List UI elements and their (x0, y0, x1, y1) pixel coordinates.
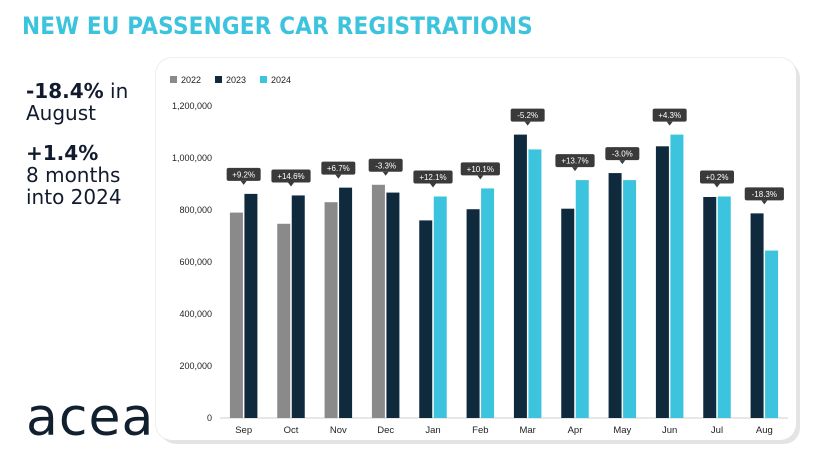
change-label-pointer (288, 182, 294, 187)
bar-2024-Feb (481, 188, 495, 418)
stat-august-label: August (26, 101, 96, 125)
y-tick-label: 800,000 (179, 205, 212, 215)
x-tick-label: Aug (756, 425, 773, 436)
change-label-bg (368, 158, 403, 172)
chart-card: 0 200,000 400,000 600,000 800,000 1,000,000 1,… (156, 58, 796, 440)
change-label-pointer (761, 200, 768, 205)
x-tick-label: May (613, 425, 631, 436)
bar-2023-Dec (386, 192, 400, 418)
change-label-pointer (335, 174, 342, 179)
page-headline: NEW EU PASSENGER CAR REGISTRATIONS (22, 12, 533, 40)
bar-2024-Mar (528, 149, 542, 419)
bar-2023-Apr (561, 208, 575, 418)
x-tick-label: Dec (377, 425, 394, 436)
x-tick-label: Apr (568, 425, 583, 436)
change-label-pointer (382, 171, 389, 176)
x-tick-label: Feb (472, 425, 488, 436)
bar-2024-Apr (575, 180, 589, 418)
bar-2024-Aug (765, 250, 779, 418)
bar-2024-Jan (433, 196, 447, 418)
y-tick-label: 0 (207, 413, 212, 423)
legend-swatch-2022 (170, 76, 177, 83)
x-tick-label: Nov (330, 425, 347, 436)
y-tick-label: 600,000 (179, 257, 212, 267)
change-label: +13.7% (561, 157, 588, 166)
change-label-pointer (619, 160, 626, 165)
change-label-bg (413, 170, 453, 184)
bar-2024-Jun (670, 134, 684, 418)
bar-2023-Aug (750, 213, 764, 418)
bar-2023-May (608, 173, 622, 418)
change-label-bg (652, 108, 687, 122)
change-label-pointer (240, 180, 247, 185)
legend-label-2023: 2023 (226, 75, 246, 85)
x-tick-label: Jul (711, 425, 723, 436)
bar-2024-Jul (717, 196, 731, 418)
change-label: -5.2% (517, 111, 538, 120)
change-label-bg (460, 162, 500, 176)
change-label-bg (744, 187, 784, 201)
stat-ytd-label-line1: 8 months (26, 163, 121, 187)
change-label: +10.1% (467, 165, 494, 174)
change-label: -3.3% (375, 161, 396, 170)
change-label: +9.2% (232, 170, 255, 179)
bar-2023-Sep (244, 193, 258, 418)
change-label: +0.2% (706, 173, 729, 182)
bar-2023-Jun (655, 146, 669, 419)
bar-2022-Oct (277, 223, 291, 418)
stat-ytd: +1.4% 8 months into 2024 (26, 142, 176, 208)
x-tick-label: Oct (284, 425, 299, 436)
y-tick-label: 200,000 (179, 361, 212, 371)
x-tick-label: Sep (235, 425, 252, 436)
bar-2022-Dec (371, 184, 385, 418)
y-tick-label: 1,000,000 (172, 153, 212, 163)
bar-2023-Mar (513, 134, 527, 418)
change-label: +12.1% (419, 173, 446, 182)
bar-2023-Feb (466, 209, 480, 418)
bar-2023-Jan (419, 220, 433, 418)
change-label-bg (510, 108, 545, 122)
change-label-pointer (666, 121, 673, 126)
bar-2022-Sep (229, 212, 243, 418)
bar-2023-Nov (339, 187, 353, 418)
change-label-pointer (477, 175, 484, 180)
stat-august-suffix: in (103, 79, 129, 103)
change-label-bg (605, 147, 640, 161)
change-label-pointer (524, 121, 531, 126)
change-label-bg (555, 154, 595, 168)
change-label: +14.6% (277, 172, 304, 181)
key-stats: -18.4% in August +1.4% 8 months into 202… (26, 80, 176, 226)
change-label-pointer (714, 183, 720, 188)
y-tick-label: 1,200,000 (172, 101, 212, 111)
x-tick-label: Jun (662, 425, 677, 436)
stat-august: -18.4% in August (26, 80, 176, 124)
change-label: -18.3% (752, 190, 777, 199)
legend-swatch-2023 (215, 76, 222, 83)
change-label-bg (271, 169, 311, 183)
legend-swatch-2024 (260, 76, 267, 83)
stat-ytd-value: +1.4% (26, 141, 99, 165)
legend-label-2022: 2022 (181, 75, 201, 85)
change-label-bg (700, 170, 734, 184)
change-label: +4.3% (658, 111, 681, 120)
stat-august-value: -18.4% (26, 79, 104, 103)
change-label: -3.0% (612, 150, 633, 159)
change-label-bg (226, 167, 261, 181)
bar-2024-May (623, 180, 637, 418)
change-label-pointer (572, 167, 578, 172)
registrations-chart: 0 200,000 400,000 600,000 800,000 1,000,000 1,… (170, 75, 788, 436)
legend-label-2024: 2024 (271, 75, 291, 85)
bar-2023-Jul (703, 197, 717, 418)
bar-2023-Oct (291, 195, 305, 418)
stat-ytd-label-line2: into 2024 (26, 185, 122, 209)
x-tick-label: Mar (519, 425, 535, 436)
change-label-bg (321, 161, 356, 175)
change-label: +6.7% (327, 164, 350, 173)
acea-logo: acea (26, 388, 155, 448)
change-label-pointer (430, 183, 436, 188)
y-tick-label: 400,000 (179, 309, 212, 319)
bar-2022-Nov (324, 202, 338, 418)
x-tick-label: Jan (425, 425, 440, 436)
